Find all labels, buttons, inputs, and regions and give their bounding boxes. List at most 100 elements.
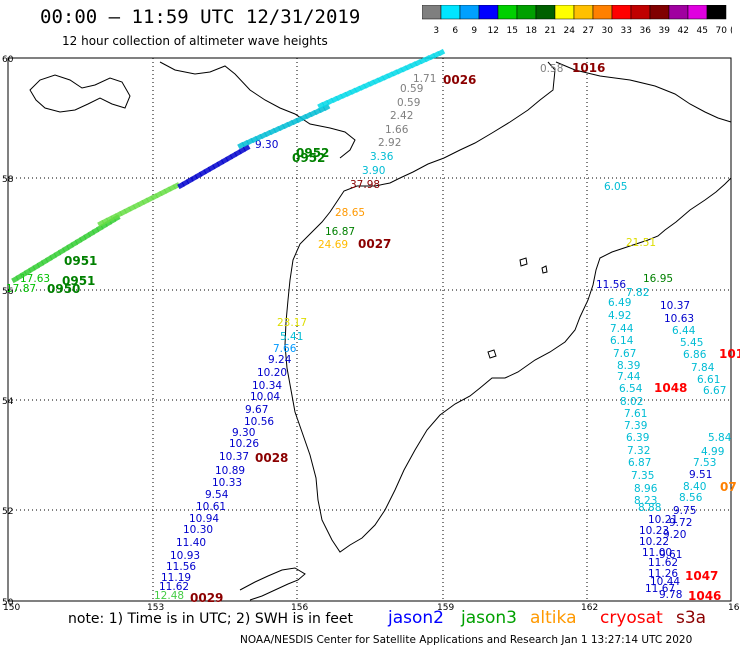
track-value: 11.62: [159, 581, 189, 593]
track-value: 10.56: [244, 416, 274, 428]
track-value: 10.63: [664, 313, 694, 325]
latitude-label: 50: [2, 598, 14, 608]
track-value: 7.44: [617, 371, 641, 383]
track-value: 9.75: [673, 505, 696, 517]
color-scale-tick: 36: [640, 26, 652, 36]
legend-jason3: jason3: [461, 608, 517, 628]
pass-time: 0952: [292, 151, 325, 165]
track-value: 8.02: [620, 396, 643, 408]
track-value: 10.20: [257, 367, 287, 379]
track-value: 3.90: [362, 165, 385, 177]
footer-note: note: 1) Time is in UTC; 2) SWH is in fe…: [68, 611, 354, 627]
track-sample-mark: [437, 48, 446, 57]
pass-times: 0026101609520952095109510950002700280029…: [47, 61, 740, 605]
track-value: 24.69: [318, 239, 348, 251]
track-value: 11.26: [648, 568, 678, 580]
color-scale-tick: 70: [716, 26, 728, 36]
track-value: 11.19: [161, 572, 191, 584]
track-value: 6.54: [619, 383, 643, 395]
legend-s3a: s3a: [676, 608, 707, 628]
longitude-labels: 150 153 156 159 162 165: [3, 603, 740, 613]
map-frame: [7, 57, 732, 602]
track-value: 6.61: [697, 374, 720, 386]
track-value: 8.88: [638, 502, 661, 514]
track-value: 11.62: [648, 557, 678, 569]
pass-time: 0952: [296, 146, 329, 160]
track-value: 8.39: [617, 360, 640, 372]
color-scale-tick: 9: [471, 26, 477, 36]
color-scale-swatch: [706, 5, 727, 20]
latitude-label: 54: [2, 397, 14, 407]
longitude-label: 162: [581, 603, 598, 613]
longitude-label: 150: [3, 603, 20, 613]
pass-time: 1047: [685, 569, 718, 583]
pass-time: 0028: [255, 451, 288, 465]
track-value: 9.51: [689, 469, 712, 481]
track-value: 7.39: [624, 420, 647, 432]
track-value: 4.99: [701, 446, 724, 458]
pass-time: 07: [720, 480, 737, 494]
island-3: [487, 349, 497, 359]
track-value: 10.21: [648, 514, 678, 526]
track-value: 7.35: [631, 470, 654, 482]
longitude-label: 165: [728, 603, 740, 613]
legend-jason2: jason2: [388, 608, 444, 628]
legend-cryosat: cryosat: [600, 608, 663, 628]
track-value: 8.40: [683, 481, 706, 493]
track-value: 5.84: [708, 432, 732, 444]
track-value: 10.34: [252, 380, 282, 392]
track-value: 11.56: [596, 279, 626, 291]
track-value: 0.59: [397, 97, 420, 109]
track-value: 7.84: [691, 362, 715, 374]
track-value: 11.56: [166, 561, 196, 573]
track-value: 11.67: [645, 583, 675, 595]
pass-time: 1046: [688, 589, 721, 603]
track-value: 9.67: [245, 404, 268, 416]
track-value: 10.93: [170, 550, 200, 562]
coastline-northwest: [29, 74, 131, 113]
longitude-label: 159: [437, 603, 454, 613]
pass-time: 101: [719, 347, 740, 361]
track-value: 7.53: [693, 457, 716, 469]
track-value: 0.58: [540, 63, 563, 75]
track-value: 9.30: [232, 427, 255, 439]
latitude-label: 56: [2, 287, 14, 297]
coastline-north: [555, 61, 732, 123]
pass-time: 1048: [654, 381, 687, 395]
track-sample-mark: [172, 182, 181, 190]
track-value: 9.78: [659, 589, 682, 601]
track-value: 9.20: [663, 529, 686, 541]
track-value: 10.30: [183, 524, 213, 536]
track-value: 10.04: [250, 391, 280, 403]
track-value: 5.41: [280, 331, 303, 343]
track-value: 7.44: [610, 323, 634, 335]
pass-time: 1016: [572, 61, 605, 75]
island-2: [541, 265, 548, 274]
track-value: 10.89: [215, 465, 245, 477]
track-value: 0.59: [400, 83, 423, 95]
track-value: 37.98: [350, 179, 380, 191]
latitude-label: 58: [2, 175, 14, 185]
track-value: 2.92: [378, 137, 401, 149]
track-value: 9.72: [669, 517, 692, 529]
coastline-kamchatka: [284, 61, 732, 553]
latitude-label: 52: [2, 507, 13, 517]
track-value: 28.65: [335, 207, 365, 219]
track-value: 7.82: [626, 287, 649, 299]
track-value: 11.00: [642, 547, 672, 559]
track-value: 7.32: [627, 445, 650, 457]
coastline: [29, 61, 732, 601]
track-value: 7.61: [624, 408, 647, 420]
track-value: 6.05: [604, 181, 627, 193]
map-subtitle: 12 hour collection of altimeter wave hei…: [62, 34, 328, 48]
pass-time: 0951: [62, 274, 95, 288]
track-value: 10.37: [660, 300, 690, 312]
track-value: 21.51: [626, 237, 656, 249]
track-value: 23.17: [277, 317, 307, 329]
dense-track: [11, 48, 446, 284]
track-value: 6.14: [610, 335, 634, 347]
color-scale-tick: 12: [488, 26, 499, 36]
track-value: 10.44: [650, 576, 680, 588]
pass-time: 0026: [443, 73, 476, 87]
